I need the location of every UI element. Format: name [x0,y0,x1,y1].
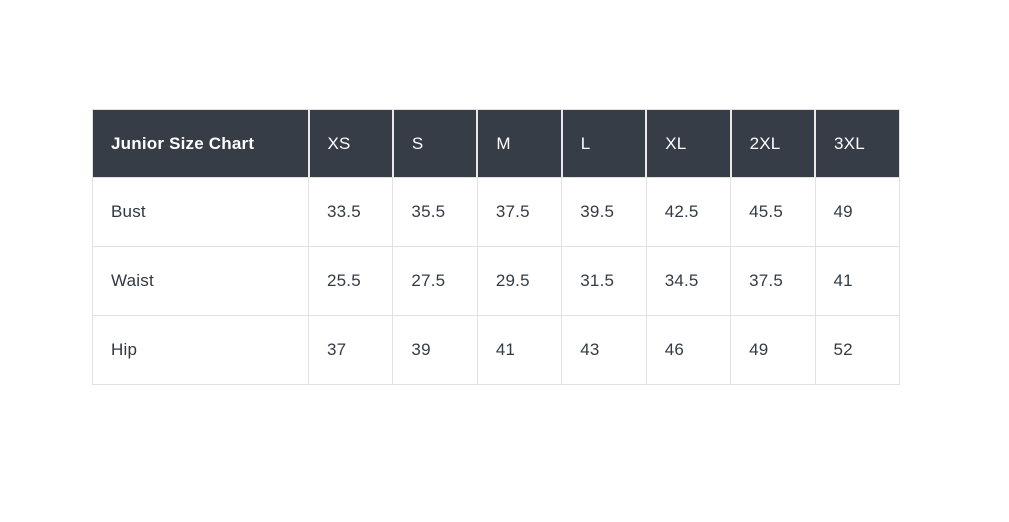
cell-waist-l: 31.5 [561,246,647,316]
column-header-l: L [560,109,647,178]
junior-size-chart-table-container: Junior Size Chart XS S M L XL 2XL 3XL Bu… [92,109,901,385]
cell-hip-3xl: 52 [814,315,901,385]
cell-waist-m: 29.5 [476,246,563,316]
column-header-s: S [391,109,478,178]
cell-bust-3xl: 49 [814,177,901,247]
row-label-waist: Waist [92,246,309,316]
table-title: Junior Size Chart [92,109,309,178]
cell-hip-xs: 37 [307,315,394,385]
cell-bust-s: 35.5 [392,177,478,247]
table-row-waist: Waist 25.5 27.5 29.5 31.5 34.5 37.5 41 [92,246,901,316]
cell-waist-2xl: 37.5 [730,246,816,316]
cell-hip-2xl: 49 [730,315,816,385]
cell-bust-l: 39.5 [561,177,647,247]
row-label-hip: Hip [92,315,309,385]
size-chart-header-row: Junior Size Chart XS S M L XL 2XL 3XL [92,109,901,178]
table-row-hip: Hip 37 39 41 43 46 49 52 [92,315,901,385]
cell-waist-xs: 25.5 [307,246,394,316]
column-header-m: M [476,109,563,178]
column-header-xs: XS [307,109,394,178]
row-label-bust: Bust [92,177,309,247]
cell-waist-s: 27.5 [392,246,478,316]
junior-size-chart-table: Junior Size Chart XS S M L XL 2XL 3XL Bu… [92,109,901,385]
cell-bust-xl: 42.5 [645,177,732,247]
cell-hip-m: 41 [476,315,563,385]
column-header-2xl: 2XL [729,109,816,178]
column-header-3xl: 3XL [814,109,901,178]
cell-waist-xl: 34.5 [645,246,732,316]
table-row-bust: Bust 33.5 35.5 37.5 39.5 42.5 45.5 49 [92,177,901,247]
cell-waist-3xl: 41 [814,246,901,316]
cell-hip-s: 39 [392,315,478,385]
cell-hip-xl: 46 [645,315,732,385]
cell-bust-xs: 33.5 [307,177,394,247]
cell-hip-l: 43 [561,315,647,385]
cell-bust-m: 37.5 [476,177,563,247]
cell-bust-2xl: 45.5 [730,177,816,247]
column-header-xl: XL [645,109,732,178]
